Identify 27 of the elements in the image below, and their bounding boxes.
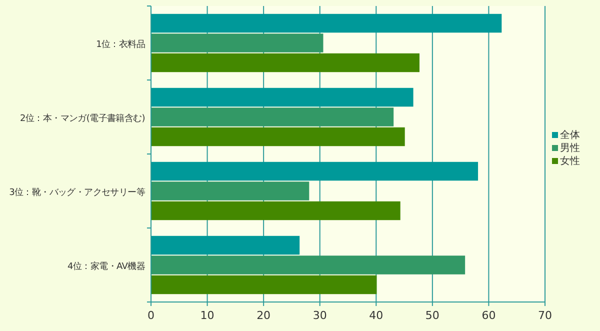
x-tick-label: 30 (312, 309, 327, 322)
bar (151, 182, 310, 200)
bar (151, 14, 502, 33)
x-tick-label: 10 (200, 309, 214, 322)
y-tick-label: 1位：衣料品 (96, 39, 146, 50)
bar (151, 108, 394, 126)
x-tick-label: 40 (369, 309, 384, 322)
y-tick-label: 4位：家電・AV機器 (68, 261, 146, 272)
y-tick-label: 3位：靴・バッグ・アクセサリー等 (9, 187, 146, 198)
x-tick-label: 70 (538, 309, 552, 322)
bar (151, 256, 466, 274)
bar (151, 34, 324, 52)
x-tick-label: 50 (425, 309, 440, 322)
bar (151, 275, 377, 294)
legend-label: 全体 (560, 129, 580, 141)
y-tick-label: 2位：本・マンガ(電子書籍含む) (20, 113, 145, 124)
bar (151, 162, 478, 181)
legend-label: 男性 (560, 142, 580, 154)
x-tick-label: 0 (148, 309, 154, 322)
bar (151, 88, 414, 107)
bar (151, 127, 405, 146)
bar (151, 236, 300, 255)
x-tick-label: 20 (256, 309, 271, 322)
legend-label: 女性 (560, 155, 580, 167)
x-tick-label: 60 (482, 309, 496, 322)
bar (151, 201, 400, 220)
bar (151, 53, 420, 72)
